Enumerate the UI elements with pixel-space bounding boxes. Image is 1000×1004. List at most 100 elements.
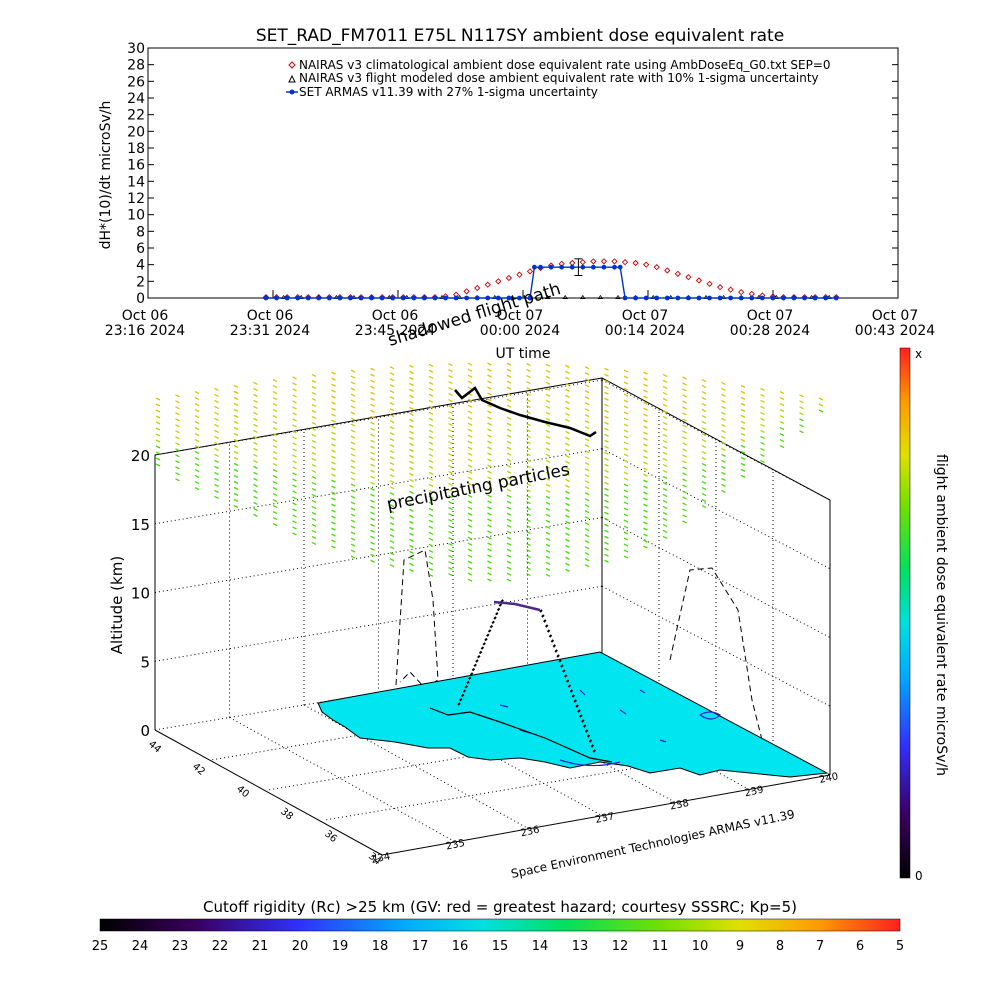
particle-mark: [604, 451, 609, 455]
particle-mark: [565, 388, 570, 392]
particle-mark: [311, 409, 317, 414]
particle-mark: [604, 385, 609, 389]
x3d-tick-label: 236: [520, 825, 541, 840]
particle-mark: [584, 402, 590, 406]
profile-mark: [584, 729, 589, 733]
particle-mark: [467, 368, 473, 372]
particle-mark: [233, 390, 239, 394]
particle-mark: [331, 509, 336, 513]
particle-mark: [428, 489, 434, 493]
particle-mark: [389, 516, 395, 520]
x-tick-label-time: 23:31 2024: [230, 323, 311, 339]
particle-mark: [623, 405, 629, 409]
particle-mark: [565, 436, 570, 440]
particle-mark: [331, 485, 336, 489]
particle-mark: [467, 512, 473, 516]
particle-mark: [604, 481, 609, 485]
x-tick-label-time: 00:28 2024: [730, 323, 811, 339]
particle-mark: [584, 522, 590, 526]
particle-mark: [721, 459, 726, 463]
particle-mark: [721, 477, 726, 481]
particle-mark: [428, 471, 434, 475]
particle-mark: [506, 452, 512, 456]
particle-mark: [272, 480, 278, 485]
particle-mark: [682, 508, 687, 512]
point-nairas-climatological: [643, 261, 650, 268]
particle-mark: [292, 442, 297, 446]
point-set-armas: [369, 295, 374, 301]
particle-mark: [292, 430, 297, 434]
point-nairas-climatological: [484, 281, 491, 288]
particle-mark: [467, 440, 473, 444]
particle-mark: [331, 407, 336, 411]
particle-mark: [370, 397, 375, 401]
profile-mark: [548, 634, 553, 638]
particle-mark: [701, 474, 707, 479]
particle-mark: [526, 495, 531, 499]
particle-mark: [565, 442, 570, 446]
particle-mark: [272, 420, 278, 425]
particle-mark: [253, 399, 258, 403]
particle-mark: [448, 471, 453, 475]
particle-mark: [311, 457, 317, 462]
point-set-armas: [696, 295, 702, 301]
particle-mark: [760, 447, 765, 452]
point-set-armas: [802, 295, 807, 301]
particle-mark: [233, 396, 239, 400]
particle-mark: [506, 548, 512, 552]
particle-mark: [409, 496, 414, 500]
particle-mark: [467, 464, 473, 468]
bottom-colorbar-tick-label: 19: [332, 939, 349, 954]
particle-mark: [721, 393, 726, 397]
particle-mark: [643, 539, 648, 543]
particle-mark: [448, 561, 453, 565]
particle-mark: [272, 474, 278, 479]
particle-mark: [467, 560, 473, 564]
particle-mark: [428, 543, 434, 547]
particle-mark: [409, 430, 414, 434]
particle-mark: [428, 549, 434, 553]
particle-mark: [311, 427, 317, 432]
particle-mark: [526, 507, 531, 511]
contour-5: [639, 689, 646, 694]
particle-mark: [545, 375, 551, 379]
point-set-armas: [643, 295, 649, 301]
particle-mark: [623, 369, 629, 373]
particle-mark: [584, 468, 590, 472]
particle-mark: [448, 435, 453, 439]
particle-mark: [682, 424, 687, 428]
particle-mark: [565, 406, 570, 410]
particle-mark: [779, 432, 785, 437]
particle-mark: [487, 500, 492, 504]
floor-axis-right: [381, 774, 831, 856]
y-tick-label: 2: [136, 274, 145, 290]
profile-mark: [544, 624, 549, 628]
legend-marker-diamond-icon: [288, 61, 296, 69]
particle-mark: [467, 458, 473, 462]
particle-mark: [448, 573, 453, 577]
particle-mark: [467, 380, 473, 384]
particle-mark: [565, 502, 570, 506]
profile-mark: [496, 607, 501, 612]
particle-mark: [370, 391, 375, 395]
point-set-armas: [337, 295, 343, 301]
profile-mark: [592, 749, 596, 753]
particle-mark: [448, 477, 453, 481]
particle-mark: [350, 375, 356, 379]
particle-mark: [760, 459, 765, 464]
particle-mark: [701, 480, 707, 485]
particle-mark: [584, 504, 590, 508]
particle-mark: [409, 418, 414, 422]
particle-mark: [409, 556, 414, 560]
particle-mark: [350, 435, 356, 439]
particle-mark: [545, 567, 551, 571]
particle-mark: [389, 486, 395, 490]
y-tick-label: 16: [127, 158, 145, 174]
particle-mark: [292, 382, 297, 386]
particle-mark: [623, 435, 629, 439]
point-nairas-climatological: [748, 290, 755, 297]
particle-mark: [584, 486, 590, 490]
particle-mark: [701, 462, 707, 467]
particle-mark: [389, 426, 395, 430]
particle-mark: [487, 536, 492, 540]
